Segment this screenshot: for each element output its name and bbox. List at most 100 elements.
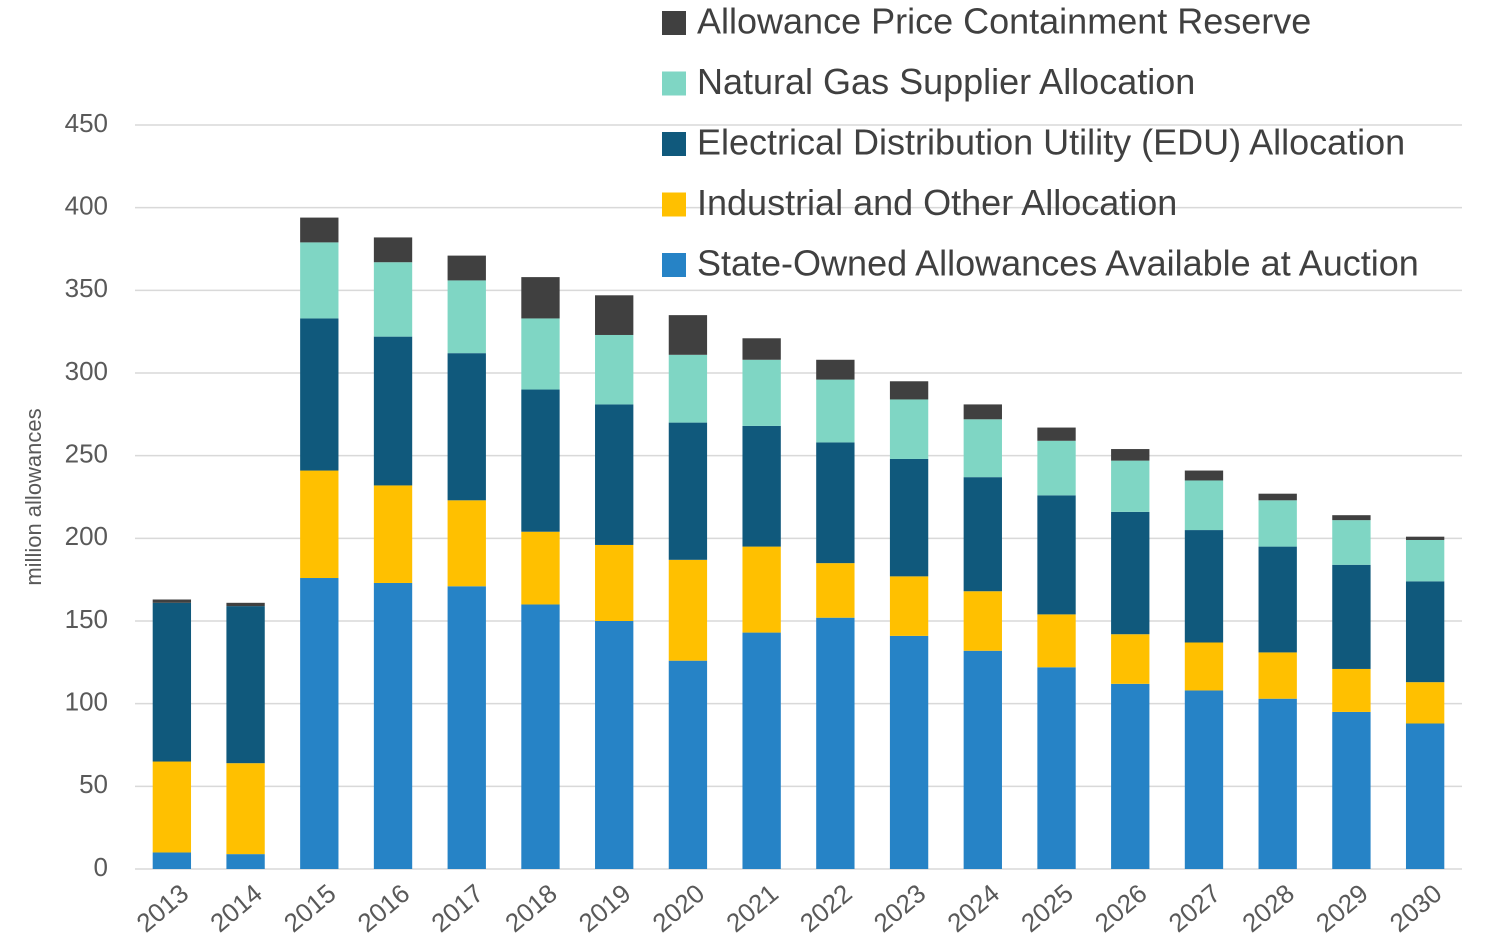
bar-segment bbox=[816, 617, 855, 869]
bar-segment bbox=[226, 606, 265, 764]
bar-segment bbox=[1258, 493, 1297, 501]
bar-segment bbox=[447, 500, 486, 587]
legend-swatch bbox=[662, 132, 686, 156]
bar-segment bbox=[373, 485, 413, 583]
bar-segment bbox=[447, 280, 486, 354]
bar-segment bbox=[1258, 500, 1297, 547]
x-tick-label: 2017 bbox=[425, 878, 489, 938]
legend-swatch bbox=[662, 11, 686, 35]
bar-segment bbox=[742, 546, 781, 633]
bar-segment bbox=[1332, 515, 1371, 521]
legend-label: Electrical Distribution Utility (EDU) Al… bbox=[697, 122, 1405, 163]
bar-segment bbox=[595, 334, 634, 405]
y-tick-label: 300 bbox=[65, 356, 108, 386]
bar-segment bbox=[300, 318, 339, 471]
bar-segment bbox=[963, 650, 1002, 869]
bar-segment bbox=[595, 404, 634, 545]
bar-segment bbox=[889, 381, 929, 400]
legend-swatch bbox=[662, 71, 686, 96]
bar-segment bbox=[1111, 511, 1150, 635]
y-tick-label: 200 bbox=[65, 521, 108, 551]
bar-segment bbox=[742, 425, 781, 547]
bar-segment bbox=[521, 604, 560, 869]
x-tick-label: 2018 bbox=[499, 878, 563, 938]
y-tick-label: 400 bbox=[65, 191, 108, 221]
bar-segment bbox=[595, 295, 634, 335]
bar-segment bbox=[226, 602, 265, 607]
bar-segment bbox=[816, 442, 855, 564]
legend-label: Allowance Price Containment Reserve bbox=[697, 1, 1311, 42]
bar-segment bbox=[1111, 634, 1150, 684]
x-tick-label: 2023 bbox=[868, 878, 932, 938]
x-tick-label: 2029 bbox=[1310, 878, 1374, 938]
legend-swatch bbox=[662, 253, 686, 277]
bar-segment bbox=[816, 379, 855, 443]
bar-segment bbox=[668, 315, 708, 355]
x-tick-label: 2025 bbox=[1015, 878, 1079, 938]
bar-segment bbox=[300, 217, 339, 243]
bar-segment bbox=[668, 422, 708, 560]
x-tick-label: 2015 bbox=[278, 878, 342, 938]
bar-segment bbox=[521, 531, 560, 605]
legend-label: Industrial and Other Allocation bbox=[697, 182, 1177, 223]
bar-segment bbox=[373, 237, 413, 263]
bar-segment bbox=[889, 458, 929, 577]
x-tick-label: 2024 bbox=[941, 878, 1005, 938]
bar-segment bbox=[447, 586, 486, 869]
bar-segment bbox=[1037, 667, 1076, 869]
y-tick-label: 0 bbox=[94, 852, 108, 882]
bar-segment bbox=[1405, 539, 1445, 582]
bar-segment bbox=[816, 563, 855, 618]
bar-segment bbox=[595, 621, 634, 869]
bar-segment bbox=[152, 852, 192, 869]
bar-segment bbox=[1332, 520, 1371, 565]
x-tick-label: 2022 bbox=[794, 878, 858, 938]
bar-segment bbox=[1111, 460, 1150, 512]
bar-segment bbox=[1184, 690, 1224, 869]
bar-segment bbox=[152, 599, 192, 603]
bar-segment bbox=[447, 353, 486, 501]
bar-segment bbox=[889, 576, 929, 636]
bar-segment bbox=[1405, 536, 1445, 540]
bar-segment bbox=[963, 404, 1002, 420]
bar-segment bbox=[152, 602, 192, 762]
y-tick-label: 150 bbox=[65, 604, 108, 634]
bar-segment bbox=[1037, 495, 1076, 615]
x-tick-label: 2020 bbox=[647, 878, 711, 938]
bar-segment bbox=[521, 277, 560, 319]
bar-segment bbox=[226, 854, 265, 869]
x-tick-label: 2028 bbox=[1236, 878, 1300, 938]
bar-segment bbox=[1184, 642, 1224, 691]
bar-segment bbox=[1037, 427, 1076, 441]
bar-segment bbox=[1405, 581, 1445, 683]
bar-segment bbox=[889, 399, 929, 459]
bar-segment bbox=[668, 660, 708, 869]
bar-segment bbox=[816, 359, 855, 380]
bar-segment bbox=[889, 635, 929, 869]
bar-segment bbox=[963, 419, 1002, 478]
bar-segment bbox=[1184, 530, 1224, 643]
bar-segment bbox=[963, 477, 1002, 592]
bar-segment bbox=[152, 761, 192, 853]
bar-segment bbox=[595, 544, 634, 621]
y-tick-label: 350 bbox=[65, 273, 108, 303]
y-tick-label: 450 bbox=[65, 108, 108, 138]
bar-segment bbox=[1111, 683, 1150, 869]
bar-segment bbox=[1258, 652, 1297, 699]
bar-segment bbox=[1037, 440, 1076, 496]
x-tick-label: 2021 bbox=[720, 878, 784, 938]
bar-segment bbox=[1258, 546, 1297, 653]
x-tick-label: 2014 bbox=[204, 878, 268, 938]
bar-segment bbox=[963, 591, 1002, 651]
bar-segment bbox=[1037, 614, 1076, 668]
x-tick-label: 2027 bbox=[1163, 878, 1227, 938]
bar-segment bbox=[742, 632, 781, 869]
bar-segment bbox=[1332, 668, 1371, 712]
bar-segment bbox=[226, 763, 265, 855]
y-tick-label: 100 bbox=[65, 687, 108, 717]
bar-segment bbox=[742, 338, 781, 360]
bar-segment bbox=[447, 255, 486, 281]
legend-swatch bbox=[662, 192, 686, 217]
bar-segment bbox=[521, 318, 560, 390]
